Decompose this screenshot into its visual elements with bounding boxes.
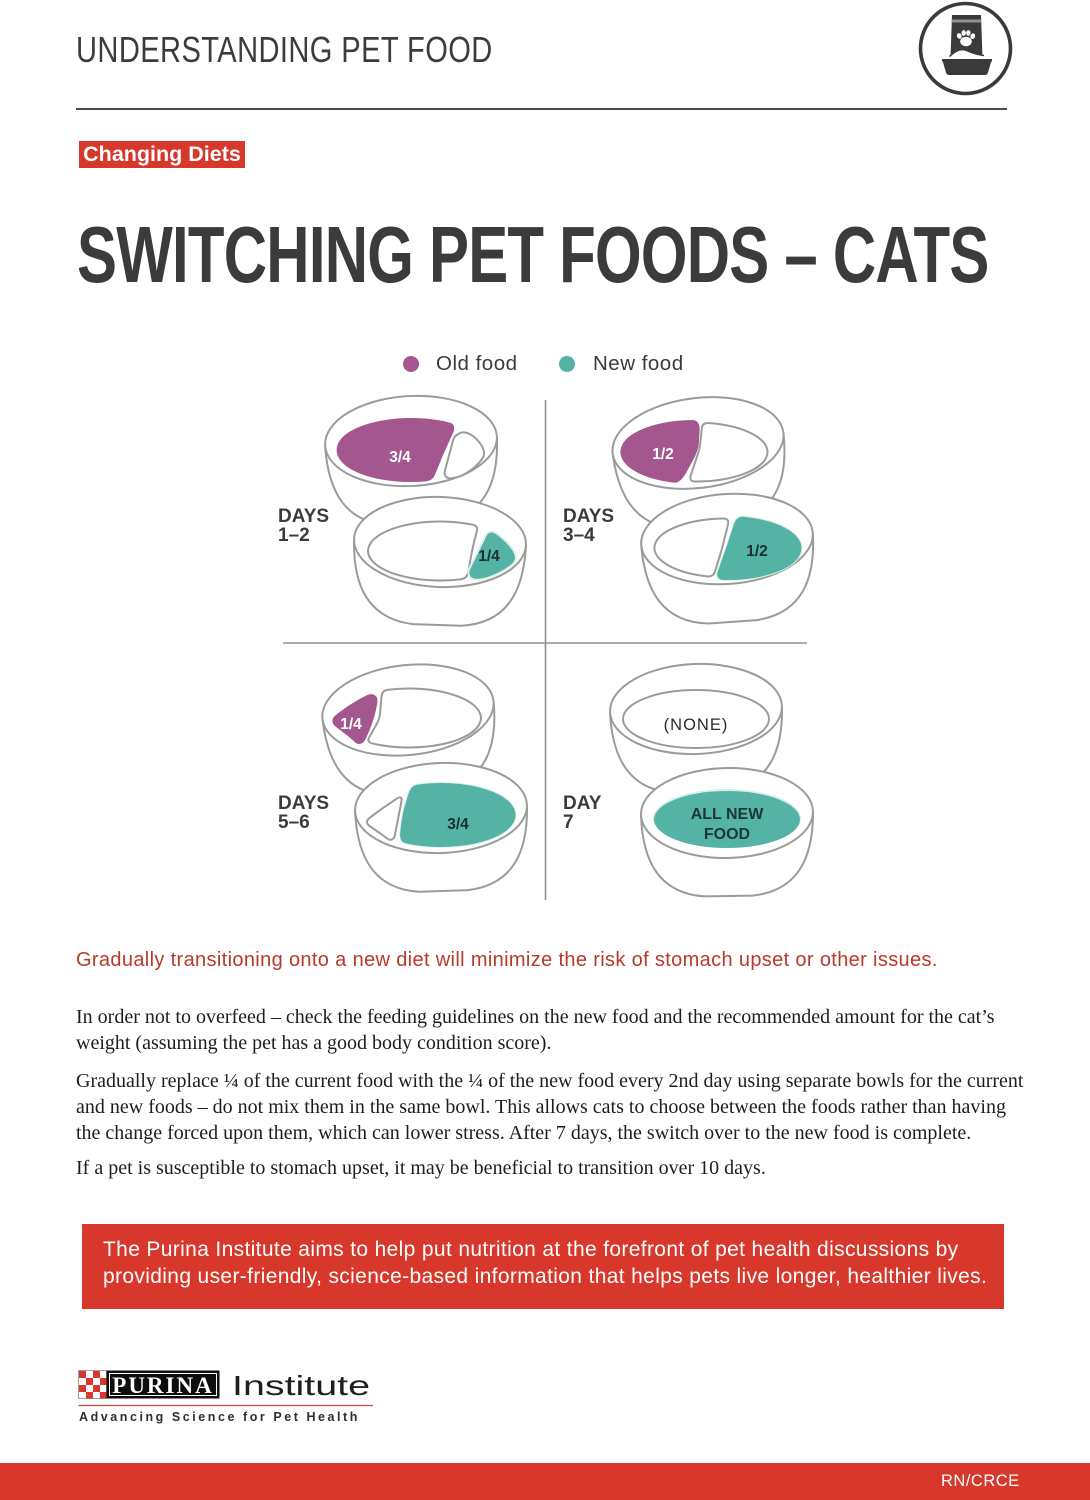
svg-text:Advancing Science for Pet Heal: Advancing Science for Pet Health — [79, 1410, 360, 1424]
svg-text:1/4: 1/4 — [340, 716, 362, 733]
svg-text:3/4: 3/4 — [389, 449, 411, 466]
svg-text:1/2: 1/2 — [746, 543, 768, 560]
svg-text:3/4: 3/4 — [447, 816, 469, 833]
svg-text:ALL NEW: ALL NEW — [691, 806, 764, 823]
svg-text:PURINA: PURINA — [112, 1373, 213, 1398]
svg-text:FOOD: FOOD — [704, 826, 750, 843]
svg-text:1/4: 1/4 — [478, 548, 500, 565]
svg-text:Institute: Institute — [232, 1370, 370, 1401]
svg-text:(NONE): (NONE) — [664, 716, 729, 734]
svg-text:1/2: 1/2 — [652, 446, 674, 463]
